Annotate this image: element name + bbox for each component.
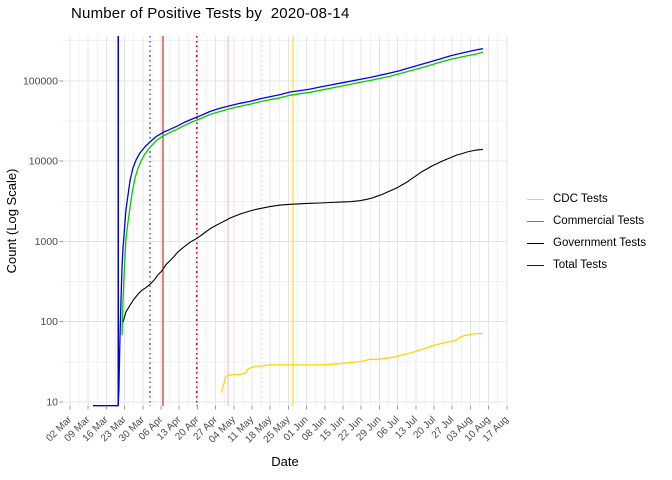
y-tick-label: 1000: [35, 236, 59, 248]
legend-key-line: [527, 242, 544, 244]
legend-label: Government Tests: [553, 237, 647, 249]
y-tick-label: 100000: [23, 75, 58, 87]
y-axis-title: Count (Log Scale): [4, 168, 19, 274]
y-tick-label: 10: [46, 397, 58, 409]
y-tick-label: 100: [40, 316, 58, 328]
legend-label: Commercial Tests: [553, 215, 645, 227]
y-tick-label: 10000: [29, 156, 58, 168]
gridlines-minor: [63, 36, 507, 406]
legend-entry: CDC Tests: [527, 188, 646, 210]
series-line-government-tests: [122, 148, 483, 323]
legend-entry: Commercial Tests: [527, 210, 646, 232]
legend-entry: Government Tests: [527, 232, 646, 254]
x-axis-title: Date: [271, 454, 299, 469]
legend-label: CDC Tests: [553, 193, 608, 205]
legend-label: Total Tests: [553, 259, 608, 271]
series-line-total-tests: [92, 48, 484, 407]
legend-key-line: [527, 198, 544, 200]
gridlines-major: [63, 36, 508, 406]
event-vlines: [117, 36, 294, 406]
data-series: [92, 48, 484, 407]
chart-title: Number of Positive Tests by 2020-08-14: [71, 5, 350, 22]
legend-key-line: [527, 264, 544, 266]
legend-key-line: [527, 220, 544, 222]
y-axis: 10 100 1000 10000 100000: [23, 75, 63, 409]
series-line-cdc-tests: [220, 332, 483, 394]
series-line-commercial-tests: [121, 51, 484, 336]
legend-entry: Total Tests: [527, 254, 646, 276]
legend: CDC Tests Commercial Tests Government Test…: [527, 188, 646, 276]
